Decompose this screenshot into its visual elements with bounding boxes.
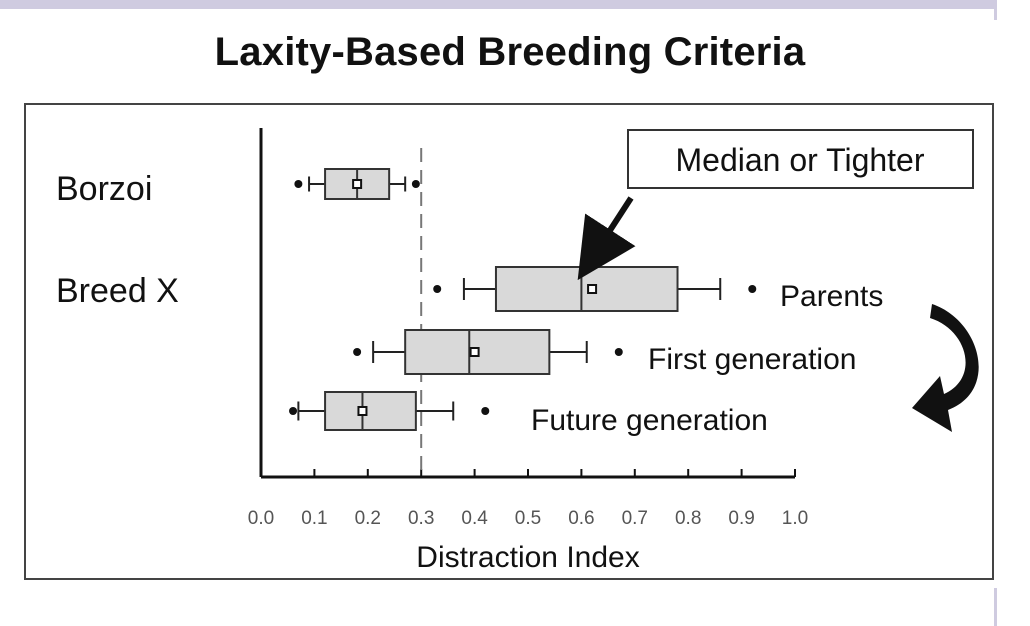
outlier-point (433, 285, 442, 293)
x-tick-label: 0.9 (728, 508, 754, 529)
x-tick-label: 0.0 (248, 508, 274, 529)
annotation-callout: Median or Tighter (577, 129, 974, 281)
group-label-breed-x: Breed X (56, 272, 179, 310)
x-tick-label: 0.2 (355, 508, 381, 529)
right-rule-bottom (994, 588, 997, 626)
series-label: First generation (648, 343, 856, 376)
series-label: Future generation (531, 404, 768, 437)
x-tick-label: 0.3 (408, 508, 434, 529)
mean-marker (469, 347, 480, 357)
x-tick-label: 0.1 (301, 508, 327, 529)
annotation-text: Median or Tighter (675, 142, 924, 178)
annotation-box (627, 129, 974, 189)
mean-marker (357, 406, 368, 416)
chart-title: Laxity-Based Breeding Criteria (214, 30, 806, 74)
mean-marker (352, 179, 363, 189)
outlier-point (294, 180, 303, 188)
x-tick-label: 1.0 (782, 508, 808, 529)
x-tick-label: 0.6 (568, 508, 594, 529)
box (324, 391, 417, 431)
x-tick-label: 0.7 (622, 508, 648, 529)
outlier-point (411, 180, 420, 188)
x-tick-label: 0.5 (515, 508, 541, 529)
box (494, 266, 679, 312)
right-rule (994, 0, 997, 20)
x-tick-label: 0.4 (461, 508, 488, 529)
outlier-point (353, 348, 362, 356)
curved-arrow-icon (912, 304, 979, 432)
outlier-point (748, 285, 757, 293)
progression-arrow (912, 304, 979, 432)
outlier-point (614, 348, 623, 356)
mean-marker (587, 284, 598, 294)
series-label: Parents (780, 280, 883, 313)
group-label-borzoi: Borzoi (56, 170, 152, 208)
x-axis-label: Distraction Index (416, 541, 639, 574)
x-tick-label: 0.8 (675, 508, 701, 529)
outlier-point (289, 407, 298, 415)
top-rule (0, 0, 996, 9)
annotation-arrow (577, 196, 636, 281)
outlier-point (481, 407, 490, 415)
